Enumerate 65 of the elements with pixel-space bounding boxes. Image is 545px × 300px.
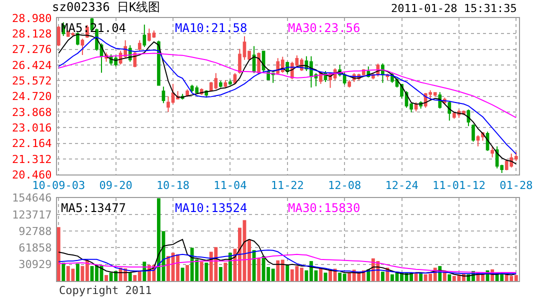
candlestick [76,32,80,46]
x-tick-label: 10-18 [156,178,190,192]
line-series [58,52,517,118]
bar [186,265,190,281]
x-tick-label: 11-22 [270,178,304,192]
y-tick-label: 23.868 [12,106,52,119]
candlestick [218,80,222,88]
bar [380,272,384,281]
line-series [58,250,517,274]
text: MA30:23.56 [288,21,360,35]
x-tick-label: 11-04 [214,178,248,192]
line-series [58,254,517,274]
candlestick [80,38,84,56]
x-tick-label: 12-24 [385,178,419,192]
y-tick-label: 20.460 [12,168,52,182]
y-tick-label: 24.720 [12,90,52,104]
y-tick-label: 25.572 [12,74,52,88]
y-tick-label: 23.016 [12,122,52,134]
y-tick-label: 27.276 [12,43,52,56]
candlestick [472,124,475,142]
candlestick [162,86,166,104]
bar [76,264,80,281]
y-tick-label: 22.164 [12,137,52,150]
y-tick-label: 61858 [18,242,52,255]
text: MA30:15830 [288,201,360,215]
text: Copyright 2011 [59,284,152,297]
text: MA10:13524 [175,201,248,215]
x-tick-label: 12-08 [328,178,362,192]
candlestick [142,24,146,48]
chart-title: sz002336 日K线图 [52,0,160,14]
series-label: MA10:21.58 [175,21,248,35]
bar [204,262,208,281]
candlestick [490,146,494,158]
bar [128,272,132,281]
bar [448,274,452,281]
bar [257,258,260,281]
y-tick-label: 28.980 [12,12,52,25]
text: 2011-01-28 15:31:35 [391,2,517,15]
bar [286,265,290,281]
candlestick [138,40,142,52]
candlestick [348,80,351,88]
y-tick-label: 21.312 [12,152,52,166]
y-tick-label: 30929 [18,258,52,272]
y-tick-label: 92788 [18,224,52,238]
y-tick-label: 154646 [12,192,52,205]
text: MA5:13477 [61,201,126,215]
x-tick-label: 11-01-12 [432,178,486,192]
x-tick-label: 10-09-03 [32,178,86,192]
x-tick-label: 09-20 [99,178,132,192]
bar [200,262,204,281]
candlestick [224,80,228,88]
bar [57,227,60,281]
x-tick-label: 01-28 [500,178,533,192]
candlestick [57,25,60,47]
bar [218,267,222,281]
y-tick-label: 123717 [12,208,52,222]
candlestick [228,79,232,86]
bar [104,275,108,281]
bar [62,262,66,281]
y-tick-label: 26.424 [12,58,52,72]
candlestick [186,88,189,98]
bar [180,268,184,281]
bar [224,262,228,281]
line-series [58,238,517,276]
y-tick-label: 28.128 [12,28,52,41]
